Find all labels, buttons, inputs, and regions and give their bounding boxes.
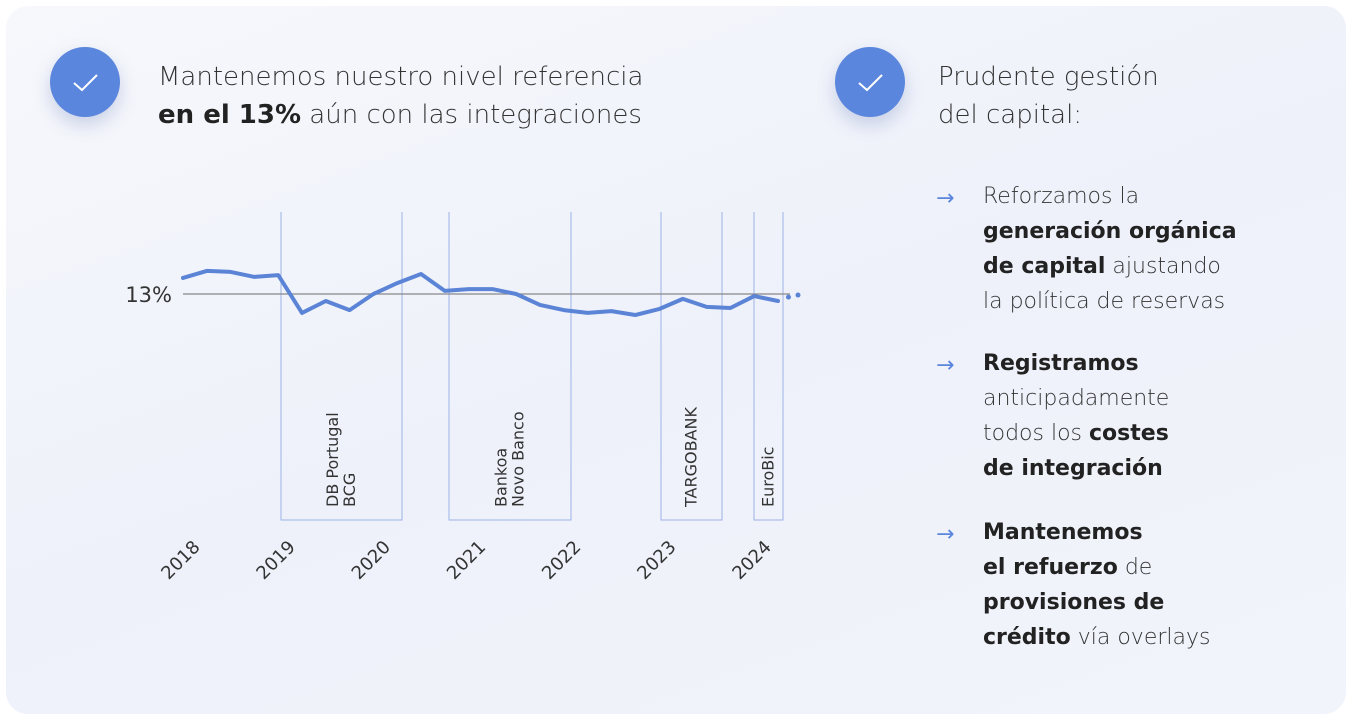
annotation-band	[280, 212, 403, 521]
data-line	[181, 268, 780, 317]
text-line: generación orgánica	[983, 219, 1237, 244]
bullet-arrow: →	[936, 522, 955, 547]
x-tick-label: 2019	[252, 537, 299, 584]
check-icon	[50, 47, 120, 117]
text: Mantenemos nuestro nivel referencia	[158, 62, 644, 92]
bold-text: costes	[1089, 421, 1169, 446]
x-tick-label: 2021	[443, 537, 490, 584]
x-tick-label: 2018	[157, 537, 204, 584]
annotation-label: TARGOBANK	[682, 407, 701, 508]
x-tick-label: 2020	[348, 537, 395, 584]
text-line: todos los costes	[983, 421, 1169, 446]
x-tick-label: 2022	[538, 537, 585, 584]
check-mark	[73, 74, 98, 92]
annotation-label: BCG	[340, 473, 359, 507]
text-line: Mantenemos	[983, 520, 1143, 545]
text-line: la política de reservas	[983, 289, 1225, 314]
annotation-band	[753, 212, 784, 521]
text-line: de capital ajustando	[983, 254, 1221, 279]
text: de	[1117, 555, 1153, 580]
bold-text: de integración	[983, 456, 1163, 481]
text-line: del capital:	[938, 100, 1082, 130]
bold-text: Registramos	[983, 351, 1139, 376]
bold-text: provisiones de	[983, 590, 1165, 615]
text: todos los	[983, 421, 1089, 446]
annotation-label: EuroBic	[759, 447, 778, 507]
bullet-arrow: →	[936, 353, 955, 378]
text: vía overlays	[1070, 625, 1211, 650]
x-tick-label: 2023	[633, 537, 680, 584]
text: Prudente gestión	[938, 62, 1159, 92]
check-mark	[858, 74, 883, 92]
bold-text: Mantenemos	[983, 520, 1143, 545]
y-tick-label: 13%	[125, 283, 172, 307]
text-line: Prudente gestión	[938, 62, 1159, 92]
bold-text: crédito	[983, 625, 1071, 650]
bold-text: de capital	[983, 254, 1106, 279]
text: la política de reservas	[983, 289, 1226, 314]
bold-text: en el 13%	[158, 100, 302, 130]
text-line: anticipadamente	[983, 386, 1169, 411]
text: ajustando	[1105, 254, 1221, 279]
data-dot	[795, 292, 801, 298]
text-line: Mantenemos nuestro nivel referencia	[158, 62, 643, 92]
text: aún con las integraciones	[301, 100, 642, 130]
text-line: provisiones de	[983, 590, 1164, 615]
bold-text: el refuerzo	[983, 555, 1118, 580]
x-tick-label: 2024	[728, 537, 775, 584]
annotation-label: DB Portugal	[323, 412, 342, 507]
text: Reforzamos la	[983, 184, 1140, 209]
text-line: Registramos	[983, 351, 1139, 376]
text-line: Reforzamos la	[983, 184, 1139, 209]
text: anticipadamente	[983, 386, 1170, 411]
bold-text: generación orgánica	[983, 219, 1237, 244]
text: del capital:	[938, 100, 1083, 130]
annotation-label: Novo Banco	[509, 411, 528, 507]
check-icon	[835, 47, 905, 117]
annotation-label: Bankoa	[492, 448, 511, 507]
text-line: en el 13% aún con las integraciones	[158, 100, 642, 130]
text-line: el refuerzo de	[983, 555, 1152, 580]
annotation-band	[448, 212, 572, 521]
bullet-arrow: →	[936, 186, 955, 211]
text-line: crédito vía overlays	[983, 625, 1210, 650]
card	[6, 6, 1346, 714]
text-line: de integración	[983, 456, 1163, 481]
data-dot	[785, 294, 791, 300]
annotation-band	[660, 212, 723, 521]
